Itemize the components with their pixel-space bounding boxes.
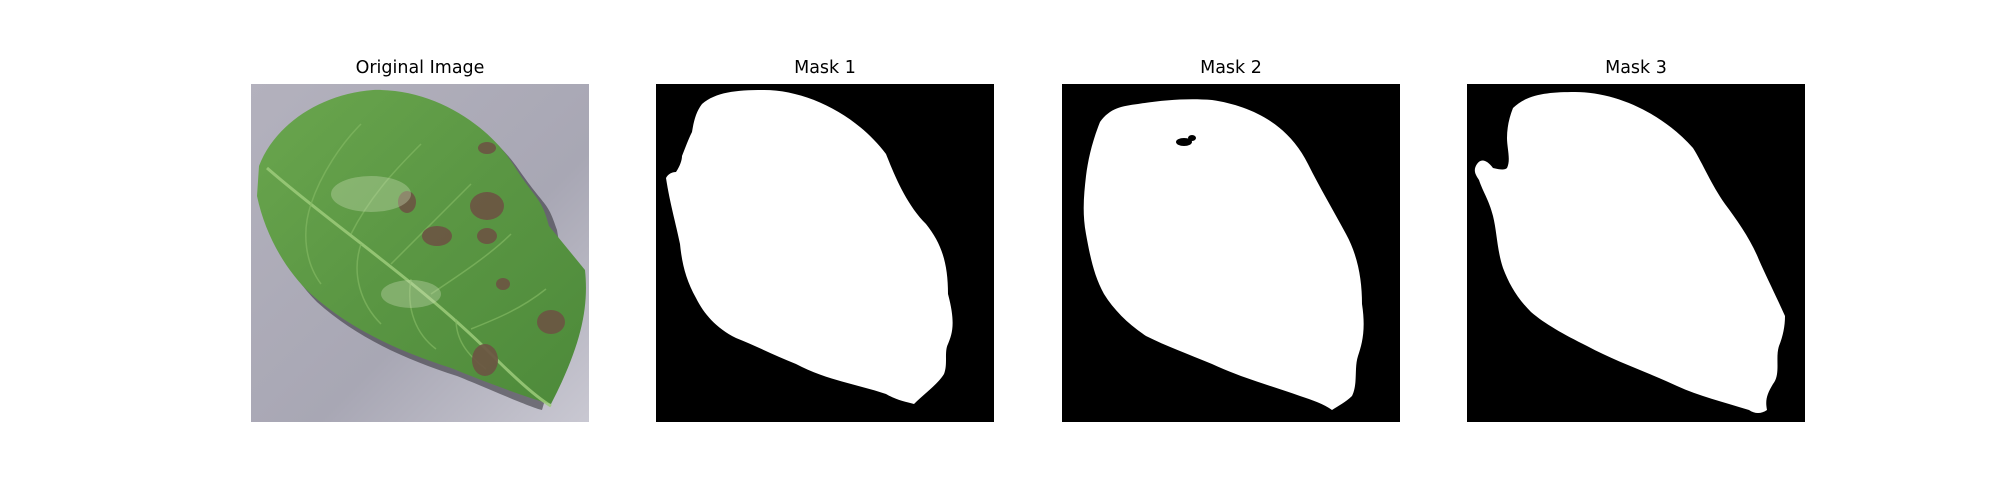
mask-1-image <box>656 84 994 422</box>
panel-title: Mask 1 <box>794 58 856 78</box>
panel-title: Mask 2 <box>1200 58 1262 78</box>
leaf-photo <box>251 84 589 422</box>
mask-2-image <box>1062 84 1400 422</box>
panel-title: Original Image <box>355 58 485 78</box>
mask-3-image <box>1467 84 1805 422</box>
panel-title: Mask 3 <box>1605 58 1667 78</box>
